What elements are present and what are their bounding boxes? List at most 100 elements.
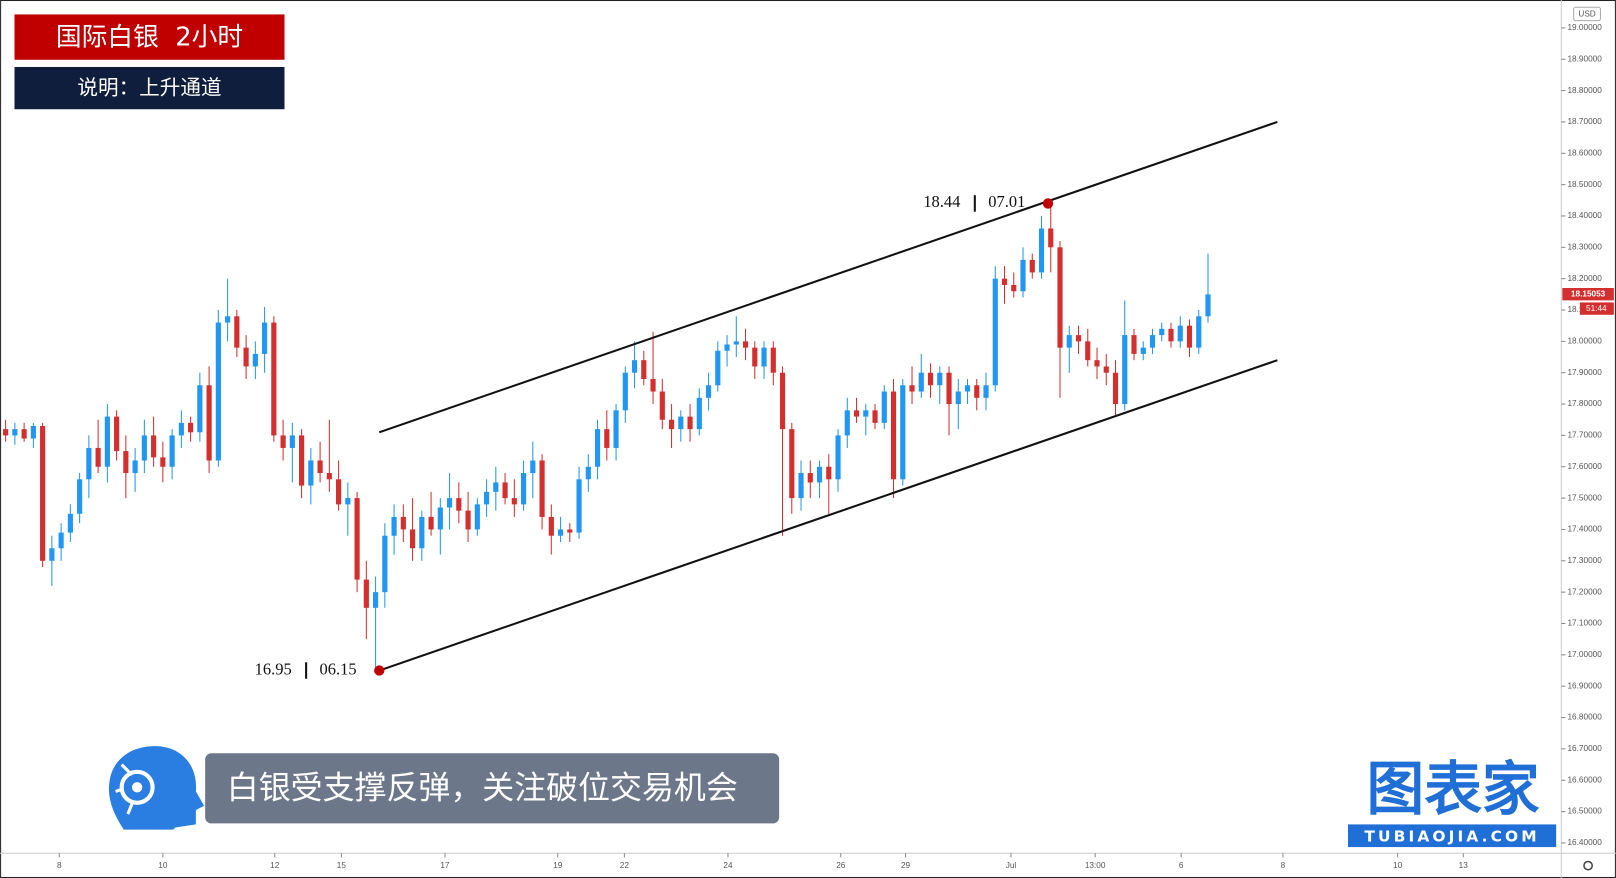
candle-body [909, 385, 915, 392]
candle-body [197, 385, 203, 433]
y-tick-label: 17.80000 [1567, 399, 1602, 408]
annotation-value: 18.44 [923, 192, 960, 211]
y-tick-label: 18.50000 [1567, 180, 1602, 189]
candle-body [1140, 347, 1146, 354]
candle-body [317, 460, 323, 474]
candle-body [946, 372, 952, 405]
y-tick-label: 17.90000 [1567, 368, 1602, 377]
y-tick-label: 17.30000 [1567, 556, 1602, 565]
candle-body [567, 529, 573, 533]
candle-body [650, 378, 656, 392]
annotation-value: 16.95 [255, 659, 292, 678]
candle-body [243, 347, 249, 367]
candle-body [585, 466, 591, 480]
candle-body [21, 429, 27, 439]
plot [3, 120, 1278, 672]
countdown-box [1579, 302, 1614, 315]
candle-body [419, 516, 425, 549]
candle-body [678, 416, 684, 430]
candle-body [798, 473, 804, 499]
candle-body [937, 372, 943, 386]
candle-body [863, 410, 869, 417]
candle-body [752, 347, 758, 367]
candle-body [188, 422, 194, 433]
candle-body [391, 516, 397, 536]
candle-body [104, 416, 110, 467]
candle-body [299, 435, 305, 486]
candle-body [262, 322, 268, 354]
currency: USD [1578, 10, 1595, 19]
y-tick-label: 19.00000 [1567, 23, 1602, 32]
y-tick-label: 17.40000 [1567, 525, 1602, 534]
candle-body [382, 535, 388, 593]
candle-body [289, 435, 295, 448]
candle-body [326, 473, 332, 480]
candle-body [474, 504, 480, 530]
channel-line [378, 120, 1278, 434]
candle-body [1001, 278, 1008, 285]
candle-body [345, 498, 351, 505]
chart-subtitle: 说明：上升通道 [77, 76, 221, 100]
candle-body [622, 372, 628, 411]
logo-sub: TUBIAOJIA.COM [1364, 827, 1539, 845]
channel-line [378, 359, 1278, 672]
candle-body [178, 422, 184, 436]
candle-body [631, 360, 638, 373]
candle-body [95, 447, 101, 467]
y-tick-label: 17.50000 [1567, 493, 1602, 502]
x-tick-label: 17 [440, 861, 450, 870]
candle-body [1048, 228, 1054, 248]
currency-box [1573, 6, 1601, 22]
annotation-date: 07.01 [988, 192, 1025, 211]
x-tick-label: 8 [1281, 861, 1286, 870]
candle-body [594, 429, 601, 467]
x-tick-label: 15 [337, 861, 347, 870]
candle-body [437, 507, 443, 530]
candle-body [3, 429, 9, 436]
robot-icon [108, 746, 205, 830]
candle-body [49, 548, 55, 561]
x-tick-label: 13:00 [1085, 861, 1106, 870]
x-tick-label: 24 [723, 861, 733, 870]
candle-body [502, 482, 508, 499]
candle-body [40, 426, 46, 561]
x-tick-label: Jul [1006, 861, 1017, 870]
candle-body [373, 592, 379, 608]
candle-body [456, 498, 462, 511]
candle-body [853, 410, 860, 417]
candle-body [465, 510, 471, 530]
candle-body [1131, 335, 1137, 354]
candle-body [1085, 341, 1091, 361]
annotation-dot [374, 665, 385, 676]
y-tick-label: 16.60000 [1567, 775, 1602, 784]
candle-body [114, 416, 120, 452]
candle-body [141, 435, 147, 461]
candle-body [1112, 372, 1119, 405]
candle-body [1149, 335, 1156, 348]
candle-body [816, 466, 823, 483]
candle-body [225, 316, 231, 323]
candle-body [1196, 316, 1202, 348]
candle-body [668, 419, 675, 430]
candle-body [1094, 360, 1100, 367]
last-price: 18.15053 [1571, 289, 1606, 298]
candle-body [1075, 335, 1082, 342]
candle-body [215, 322, 221, 461]
candle-body [530, 460, 536, 474]
y-tick-label: 17.70000 [1567, 431, 1602, 440]
candle-body [955, 391, 961, 405]
candle-body [890, 391, 897, 480]
candle-body [844, 410, 850, 436]
candle-body [983, 385, 989, 398]
x-tick-label: 10 [1393, 861, 1403, 870]
annotation-date: 06.15 [320, 659, 357, 678]
candle-body [881, 391, 887, 423]
y-tick-label: 16.70000 [1567, 744, 1602, 753]
candle-body [826, 466, 832, 480]
candle-body [483, 491, 490, 505]
settings-icon[interactable] [1583, 860, 1593, 871]
candle-body [576, 479, 582, 533]
